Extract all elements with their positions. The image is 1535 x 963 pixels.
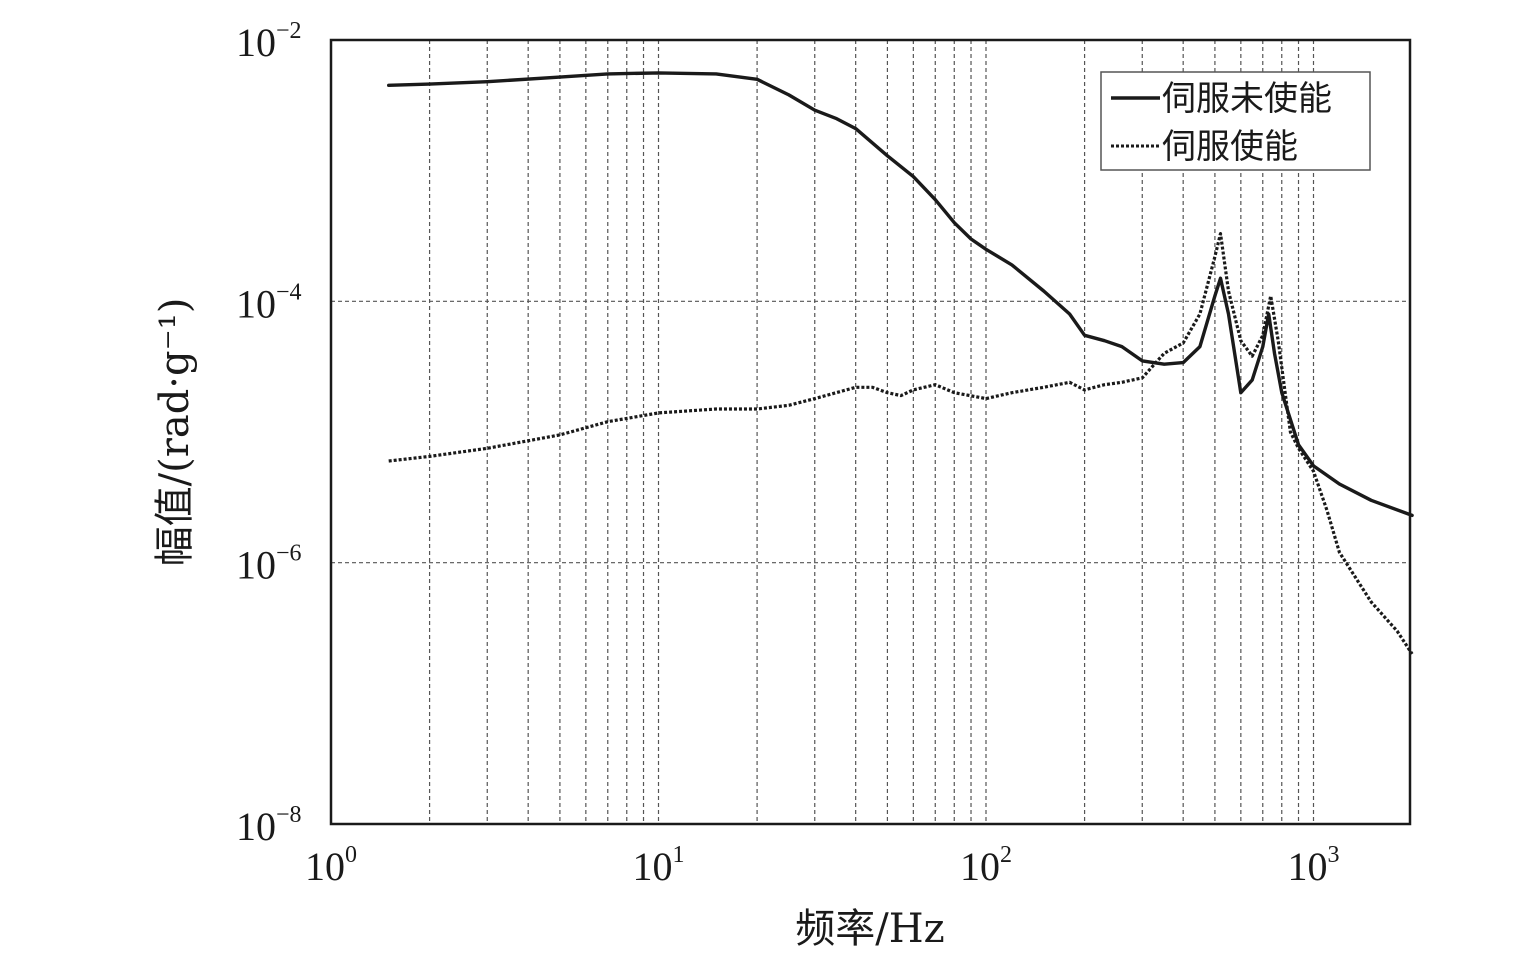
x-tick-label: 102 xyxy=(960,842,1012,889)
series-line-1 xyxy=(387,71,1414,518)
legend-box xyxy=(1100,71,1371,171)
legend-label-series-2: 伺服使能 xyxy=(1162,127,1298,167)
x-tick-labels: 100 101 102 103 xyxy=(305,842,1340,889)
plot-frame xyxy=(329,38,1412,826)
legend-label-series-1: 伺服未使能 xyxy=(1162,79,1332,119)
y-axis-title: 幅值/(rad·g⁻¹) xyxy=(152,298,198,567)
y-tick-labels: 10−2 10−4 10−6 10−8 xyxy=(236,18,302,849)
legend: 伺服未使能 伺服使能 xyxy=(1100,71,1371,171)
series-line-2 xyxy=(388,232,1414,655)
x-tick-label: 103 xyxy=(1288,842,1340,889)
y-tick-label: 10−2 xyxy=(236,18,302,65)
y-tick-label: 10−4 xyxy=(236,279,302,326)
y-tick-label: 10−8 xyxy=(236,802,302,849)
grid xyxy=(331,40,1410,824)
x-tick-label: 101 xyxy=(633,842,685,889)
x-axis-title: 频率/Hz xyxy=(795,906,944,952)
series-layer xyxy=(387,71,1414,655)
x-tick-label: 100 xyxy=(305,842,357,889)
y-tick-label: 10−6 xyxy=(236,541,302,588)
